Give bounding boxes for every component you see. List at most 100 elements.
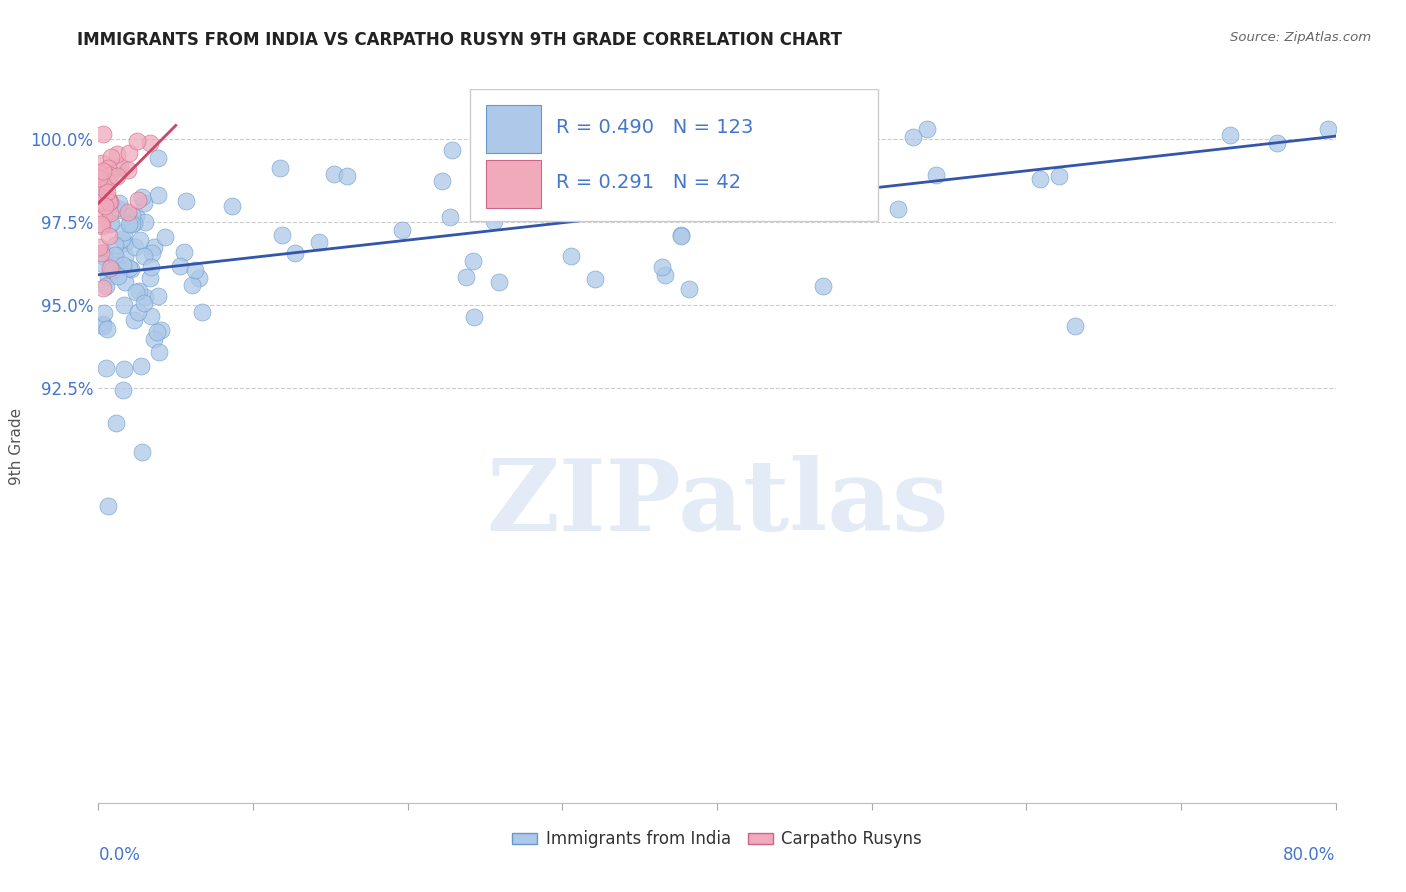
Point [284, 246, 307, 260]
Point [1064, 319, 1087, 334]
Point [96, 175, 118, 189]
Point [90, 246, 112, 260]
Point [765, 147, 787, 161]
Point [120, 262, 142, 277]
Point [887, 202, 910, 217]
Text: 80.0%: 80.0% [1284, 846, 1336, 863]
FancyBboxPatch shape [485, 105, 541, 153]
Point [125, 209, 148, 223]
Point [142, 332, 165, 346]
Point [463, 310, 485, 325]
Point [96, 169, 118, 184]
Point [100, 216, 122, 230]
Point [117, 205, 139, 219]
Point [91, 317, 114, 331]
Point [97, 228, 120, 243]
Point [669, 228, 692, 243]
Point [97, 499, 120, 513]
Point [91, 219, 114, 234]
Point [93, 281, 115, 295]
Point [97, 195, 120, 210]
Point [118, 261, 141, 276]
Point [98, 195, 121, 210]
Point [93, 209, 115, 223]
Point [97, 191, 120, 205]
Point [104, 238, 127, 252]
Point [91, 319, 114, 334]
Point [1265, 136, 1288, 150]
Point [678, 282, 700, 296]
Point [925, 168, 948, 182]
Point [90, 217, 112, 231]
Point [762, 141, 785, 155]
Point [97, 270, 120, 285]
Point [187, 270, 209, 285]
Point [184, 263, 207, 277]
Point [105, 146, 128, 161]
Point [669, 227, 692, 242]
Point [132, 195, 155, 210]
Point [858, 196, 880, 211]
Point [110, 202, 132, 217]
Point [155, 229, 177, 244]
Point [454, 269, 477, 284]
Point [90, 195, 112, 210]
Point [93, 306, 115, 320]
Point [96, 361, 118, 376]
Point [107, 268, 129, 283]
Point [834, 147, 856, 161]
Point [707, 142, 730, 156]
Point [105, 417, 128, 431]
Point [127, 304, 149, 318]
Y-axis label: 9th Grade: 9th Grade [8, 408, 24, 484]
Text: R = 0.291   N = 42: R = 0.291 N = 42 [557, 173, 741, 192]
Point [124, 285, 146, 299]
Point [308, 235, 330, 250]
Point [141, 246, 163, 260]
Point [131, 190, 153, 204]
Point [108, 159, 131, 173]
Point [98, 168, 121, 182]
Point [89, 171, 111, 186]
Point [93, 165, 115, 179]
Point [114, 236, 136, 251]
Point [114, 275, 136, 289]
Text: R = 0.490   N = 123: R = 0.490 N = 123 [557, 119, 754, 137]
Point [98, 263, 121, 277]
Point [118, 146, 141, 161]
Point [101, 262, 124, 277]
Legend: Immigrants from India, Carpatho Rusyns: Immigrants from India, Carpatho Rusyns [506, 824, 928, 855]
Point [94, 178, 117, 192]
Point [112, 361, 135, 376]
Point [121, 208, 143, 222]
Point [714, 170, 737, 185]
Point [180, 278, 202, 293]
Point [269, 161, 291, 175]
Point [128, 285, 150, 299]
Point [134, 215, 156, 229]
Point [117, 163, 139, 178]
Point [651, 260, 673, 274]
Point [97, 161, 120, 175]
Point [1219, 128, 1241, 142]
Point [139, 309, 162, 323]
Point [174, 194, 197, 209]
Point [104, 258, 127, 272]
Point [91, 245, 114, 260]
Point [98, 261, 121, 276]
Point [91, 163, 114, 178]
Point [108, 196, 131, 211]
Point [811, 279, 834, 293]
Point [1317, 122, 1340, 136]
FancyBboxPatch shape [485, 161, 541, 208]
Point [488, 275, 510, 289]
Point [560, 249, 582, 263]
Point [221, 199, 243, 213]
Point [107, 161, 129, 175]
Point [391, 222, 413, 236]
Point [100, 150, 122, 164]
Point [89, 176, 111, 190]
Point [96, 322, 118, 336]
Text: IMMIGRANTS FROM INDIA VS CARPATHO RUSYN 9TH GRADE CORRELATION CHART: IMMIGRANTS FROM INDIA VS CARPATHO RUSYN … [77, 31, 842, 49]
Point [96, 176, 118, 190]
